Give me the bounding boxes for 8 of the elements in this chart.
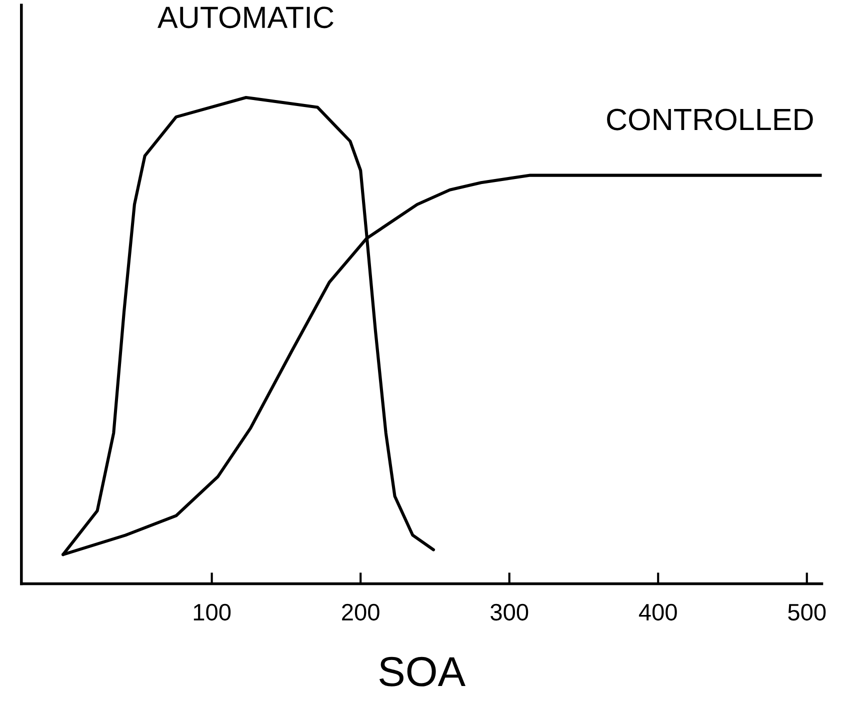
x-tick-label: 200 [342, 604, 380, 621]
x-tick-label: 500 [788, 604, 826, 621]
x-tick-label: 400 [638, 604, 677, 621]
x-tick-label: 300 [490, 604, 528, 621]
x-axis-title: SOA [379, 656, 466, 686]
text: AUTOMATIC [158, 6, 334, 28]
series-label: CONTROLLED [607, 108, 813, 130]
x-tick-label: 100 [194, 604, 231, 621]
